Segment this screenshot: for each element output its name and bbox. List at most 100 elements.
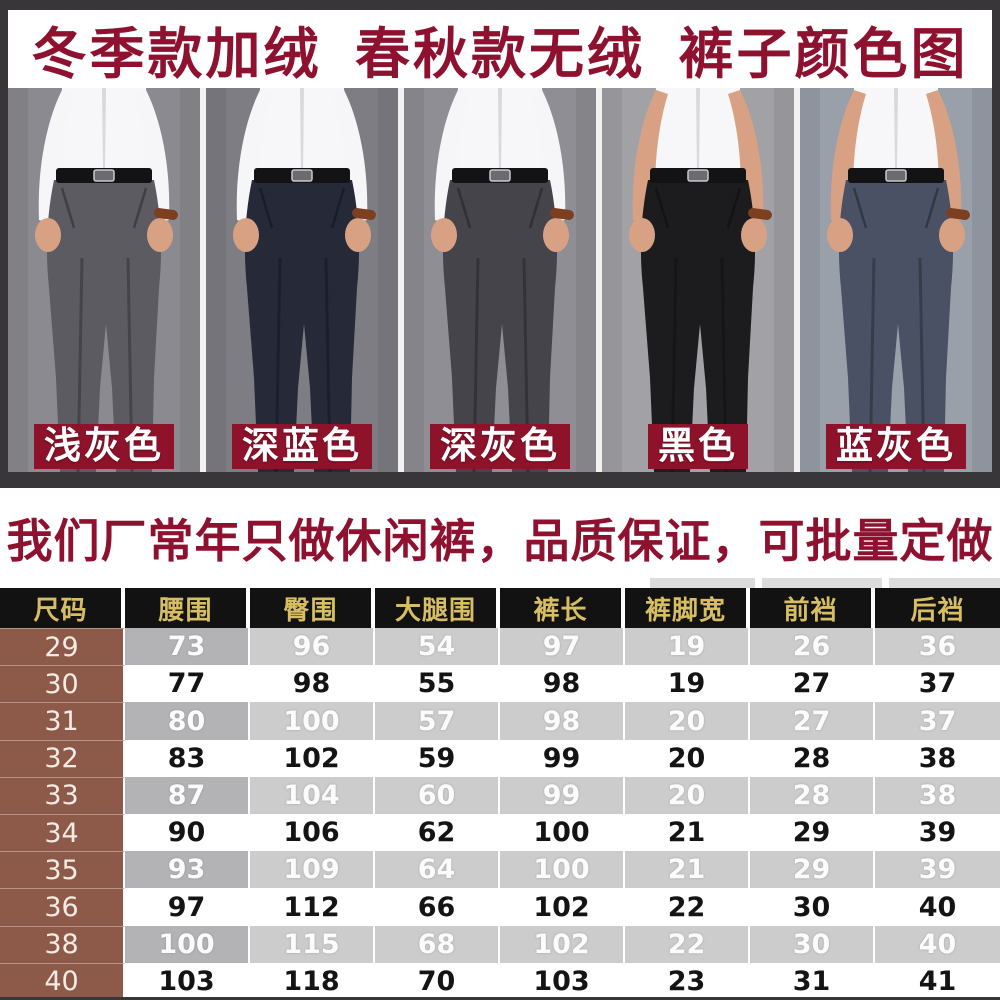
table-cell: 62 [375, 814, 500, 852]
table-cell: 37 [875, 702, 1000, 740]
table-row: 32 83 102 59 99 20 28 38 [0, 739, 1000, 777]
table-cell: 29 [750, 851, 875, 889]
table-cell: 102 [500, 888, 625, 926]
table-cell: 33 [0, 776, 125, 815]
photo-frame: 冬季款加绒 春秋款无绒 裤子颜色图 [0, 0, 1000, 488]
table-cell: 90 [125, 814, 250, 852]
table-cell: 22 [625, 925, 750, 963]
table-cell: 99 [500, 739, 625, 777]
table-cell: 28 [750, 739, 875, 777]
table-cell: 21 [625, 814, 750, 852]
table-row: 36 97 112 66 102 22 30 40 [0, 888, 1000, 926]
table-cell: 80 [125, 702, 250, 740]
table-cell: 21 [625, 851, 750, 889]
pants-photo-dark-gray: 深灰色 [404, 88, 596, 472]
table-cell: 20 [625, 776, 750, 815]
pants-photo-black: 黑色 [602, 88, 794, 472]
table-cell: 29 [0, 628, 125, 666]
table-cell: 60 [375, 776, 500, 815]
table-cell: 64 [375, 851, 500, 889]
bottom-border [0, 997, 1000, 1000]
table-row: 35 93 109 64 100 21 29 39 [0, 851, 1000, 889]
table-cell: 40 [875, 888, 1000, 926]
table-cell: 99 [500, 776, 625, 815]
pants-photo-blue-gray: 蓝灰色 [800, 88, 992, 472]
table-cell: 37 [875, 665, 1000, 703]
pants-photo-dark-blue: 深蓝色 [206, 88, 398, 472]
table-cell: 57 [375, 702, 500, 740]
table-cell: 31 [750, 962, 875, 1000]
pants-figure-graphic [8, 88, 200, 472]
table-cell: 34 [0, 814, 125, 852]
table-cell: 103 [125, 962, 250, 1000]
table-cell: 97 [500, 628, 625, 666]
table-row: 30 77 98 55 98 19 27 37 [0, 665, 1000, 703]
table-cell: 70 [375, 962, 500, 1000]
pants-photo-light-gray: 浅灰色 [8, 88, 200, 472]
color-label: 深灰色 [430, 424, 570, 469]
table-cell: 83 [125, 739, 250, 777]
table-cell: 20 [625, 739, 750, 777]
table-cell: 38 [0, 925, 125, 963]
column-header: 后裆 [875, 588, 1000, 628]
pants-figure-graphic [800, 88, 992, 472]
table-cell: 22 [625, 888, 750, 926]
table-cell: 39 [875, 851, 1000, 889]
size-table-header: 尺码 腰围 臀围 大腿围 裤长 裤脚宽 前裆 后裆 [0, 588, 1000, 628]
table-cell: 112 [250, 888, 375, 926]
color-label: 黑色 [648, 424, 748, 469]
table-cell: 102 [500, 925, 625, 963]
table-cell: 31 [0, 702, 125, 740]
table-cell: 59 [375, 739, 500, 777]
pants-figure-graphic [404, 88, 596, 472]
table-cell: 106 [250, 814, 375, 852]
table-cell: 40 [0, 962, 125, 1000]
table-cell: 102 [250, 739, 375, 777]
table-cell: 73 [125, 628, 250, 666]
table-cell: 100 [500, 814, 625, 852]
table-row: 29 73 96 54 97 19 26 36 [0, 628, 1000, 666]
color-label: 浅灰色 [34, 424, 174, 469]
table-cell: 19 [625, 628, 750, 666]
color-label: 蓝灰色 [826, 424, 966, 469]
table-cell: 32 [0, 739, 125, 777]
column-header: 裤长 [500, 588, 625, 628]
table-cell: 55 [375, 665, 500, 703]
table-cell: 98 [500, 665, 625, 703]
table-cell: 38 [875, 776, 1000, 815]
table-cell: 100 [125, 925, 250, 963]
column-header: 前裆 [750, 588, 875, 628]
table-cell: 26 [750, 628, 875, 666]
column-header: 腰围 [125, 588, 250, 628]
table-row: 40 103 118 70 103 23 31 41 [0, 962, 1000, 1000]
table-cell: 35 [0, 851, 125, 889]
table-cell: 27 [750, 665, 875, 703]
table-cell: 93 [125, 851, 250, 889]
table-cell: 40 [875, 925, 1000, 963]
column-header: 大腿围 [375, 588, 500, 628]
table-cell: 20 [625, 702, 750, 740]
pants-figure-graphic [206, 88, 398, 472]
size-table-body: 29 73 96 54 97 19 26 36 30 77 98 55 98 19 27 37 31 80 100 5… [0, 628, 1000, 1000]
column-header: 尺码 [0, 588, 125, 628]
table-cell: 87 [125, 776, 250, 815]
table-row: 31 80 100 57 98 20 27 37 [0, 702, 1000, 740]
column-header: 裤脚宽 [625, 588, 750, 628]
column-header: 臀围 [250, 588, 375, 628]
pants-figure-graphic [602, 88, 794, 472]
color-label: 深蓝色 [232, 424, 372, 469]
table-cell: 41 [875, 962, 1000, 1000]
table-cell: 68 [375, 925, 500, 963]
table-cell: 27 [750, 702, 875, 740]
table-cell: 77 [125, 665, 250, 703]
table-row: 33 87 104 60 99 20 28 38 [0, 776, 1000, 815]
page-title: 冬季款加绒 春秋款无绒 裤子颜色图 [31, 24, 969, 85]
table-cell: 97 [125, 888, 250, 926]
table-cell: 104 [250, 776, 375, 815]
table-cell: 109 [250, 851, 375, 889]
slogan-text: 我们厂常年只做休闲裤，品质保证，可批量定做 [6, 516, 994, 567]
table-cell: 36 [875, 628, 1000, 666]
table-cell: 30 [750, 888, 875, 926]
table-cell: 30 [750, 925, 875, 963]
